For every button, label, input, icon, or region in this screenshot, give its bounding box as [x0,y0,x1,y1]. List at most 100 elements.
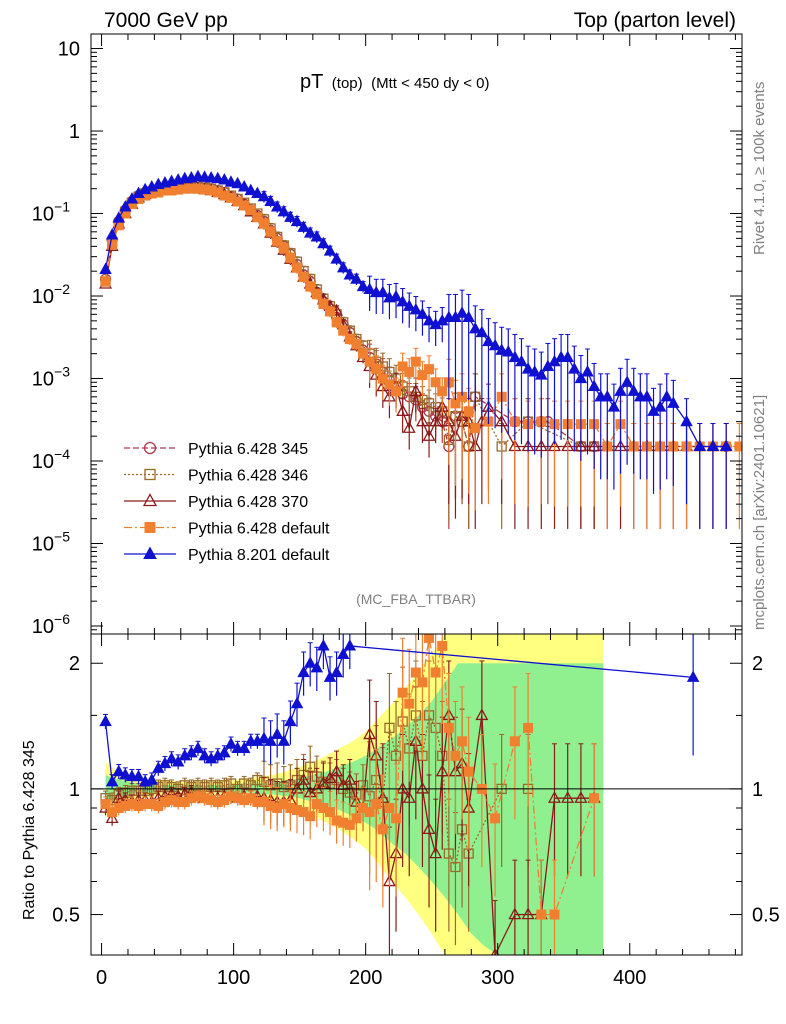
main-point [607,400,621,412]
legend-label: Pythia 8.201 default [188,547,330,564]
ratio-point [343,772,357,785]
ratio-point [686,670,700,682]
ratio-ytick-label: 1 [69,779,80,801]
ratio-point [508,907,522,920]
ratio-point [384,722,395,734]
ratio-point [330,764,344,777]
main-point [561,350,574,363]
ratio-point [305,761,316,772]
ratio-series-3 [99,634,700,790]
legend-marker [144,522,156,533]
main-point [416,307,429,319]
ratio-point [270,727,284,740]
ratio-point [171,755,185,767]
main-point [251,186,264,199]
main-series-4 [99,169,733,529]
main-point [706,439,720,452]
main-point [396,404,410,417]
main-point [581,365,594,377]
ratio-point [257,731,271,744]
ratio-panel-frame [90,633,743,956]
ratio-point [437,640,448,651]
main-point [371,364,382,375]
ratio-point [277,734,291,746]
main-series-layer [99,169,742,529]
main-point [719,439,733,452]
main-point [112,211,125,223]
main-point [331,317,342,328]
main-point [245,205,256,216]
main-point [495,343,508,355]
ratio-point [490,813,501,824]
main-point [338,325,349,336]
plot-title-sub1: (top) [332,75,363,92]
watermark: (MC_FBA_TTBAR) [356,591,476,607]
main-point [535,368,548,380]
ratio-point [237,741,251,753]
main-point [350,272,363,284]
ratio-point [303,656,317,668]
main-series-1 [100,181,600,529]
main-point [614,384,627,396]
main-point [587,379,601,392]
main-point [105,228,119,240]
ratio-point [284,714,297,727]
main-ytick-label: 10−1 [32,199,70,226]
main-point [100,276,111,287]
ratio-point [252,774,263,786]
main-point [423,398,435,409]
legend-entry: Pythia 6.428 370 [124,493,308,511]
main-point [343,268,357,280]
main-point [415,414,429,427]
ratio-point [396,781,410,794]
main-point [488,338,502,351]
ratio-point [463,766,474,777]
main-point [237,180,251,192]
main-point [384,379,395,390]
legend-entry: Pythia 8.201 default [124,546,330,564]
legend-entry: Pythia 6.428 default [124,521,330,538]
ratio-point [450,861,461,873]
ratio-point [549,909,560,920]
main-point [417,370,428,381]
main-point [437,386,448,397]
ratio-point [264,734,277,746]
main-point [363,282,376,295]
ratio-point [105,811,119,824]
main-point [298,272,309,283]
ratio-point [457,736,468,747]
main-point [409,384,423,396]
ratio-point [430,667,441,678]
main-point [402,299,416,311]
main-point [430,377,441,388]
ratio-point [99,714,112,727]
ratio-ytick-label-right: 1 [752,779,763,801]
main-point [409,302,423,315]
mcplots-label: mcplots.cern.ch [arXiv:2401.10621] [751,395,768,630]
legend-label: Pythia 6.428 345 [188,441,308,458]
main-point [521,362,535,374]
main-point [330,252,343,264]
main-point [356,279,370,292]
main-point [336,260,350,273]
ratio-point [297,772,311,785]
main-point [311,289,322,300]
ratio-point [390,750,402,761]
main-point [528,365,541,377]
ratio-point [397,687,408,698]
ratio-point [305,811,316,822]
legend-marker [144,468,156,481]
main-ytick-label: 1 [69,121,80,143]
legend-entry: Pythia 6.428 346 [124,468,308,485]
main-point [475,325,489,338]
main-point [305,281,316,292]
plot-title-sub2: (Mtt < 450 dy < 0) [371,75,489,92]
main-point [364,356,375,367]
main-ytick-label: 10−2 [32,281,70,308]
main-point [391,386,402,397]
main-point [258,218,269,229]
ratio-point [245,780,256,791]
ratio-point [521,907,535,920]
main-point [470,423,481,434]
legend-marker [143,546,157,559]
